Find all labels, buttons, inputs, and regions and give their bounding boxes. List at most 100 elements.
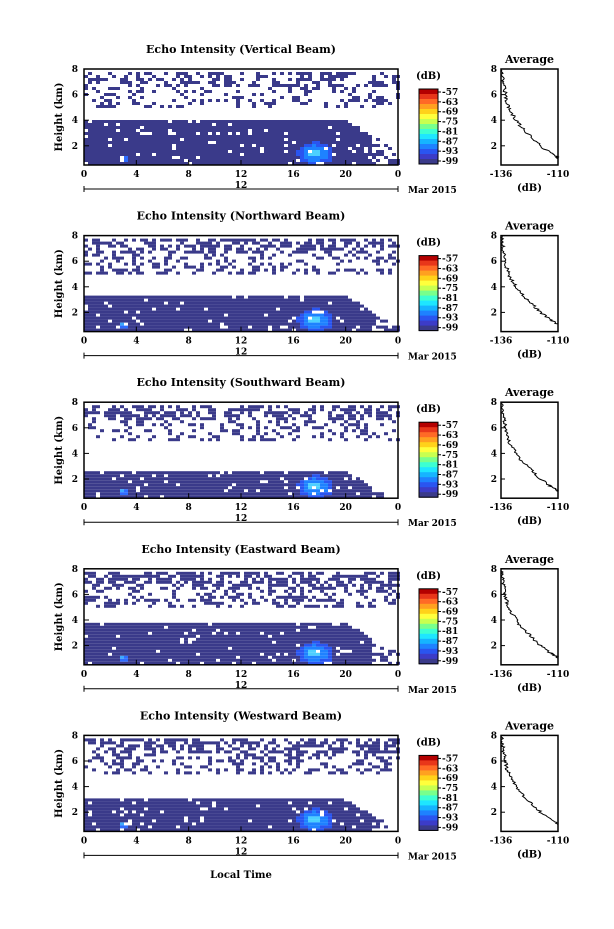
heatmap-cell	[272, 583, 276, 587]
heatmap-cell	[88, 147, 92, 150]
heatmap-cell	[260, 244, 264, 248]
profile-x-tick-label: -136	[490, 337, 513, 347]
heatmap-cell	[92, 307, 96, 311]
heatmap-cell	[144, 147, 148, 150]
heatmap-cell	[348, 574, 352, 578]
heatmap-cell	[312, 129, 316, 132]
heatmap-cell	[136, 138, 140, 141]
heatmap-cell	[196, 135, 200, 138]
heatmap-cell	[328, 483, 332, 487]
heatmap-cell	[92, 129, 96, 132]
heatmap-cell	[156, 126, 160, 129]
heatmap-cell	[188, 325, 192, 329]
heatmap-cell	[192, 492, 196, 496]
heatmap-cell	[108, 634, 112, 638]
heatmap-cell	[188, 622, 192, 626]
heatmap-cell	[92, 408, 96, 412]
heatmap-cell	[148, 298, 152, 302]
heatmap-cell	[108, 640, 112, 644]
heatmap-cell	[84, 595, 88, 599]
heatmap-cell	[136, 655, 140, 659]
heatmap-cell	[284, 417, 288, 421]
heatmap-cell	[196, 147, 200, 150]
x-tick-label: 20	[339, 170, 352, 180]
heatmap-cell	[316, 138, 320, 141]
heatmap-cell	[344, 631, 348, 635]
heatmap-cell	[168, 253, 172, 257]
heatmap-cell	[276, 480, 280, 484]
heatmap-cell	[120, 477, 124, 481]
colorbar-label: -93	[442, 147, 458, 157]
heatmap-cell	[116, 622, 120, 626]
heatmap-cell	[384, 84, 388, 87]
heatmap-cell	[268, 319, 272, 323]
heatmap-cell	[224, 153, 228, 156]
heatmap-cell	[344, 150, 348, 153]
heatmap-cell	[148, 319, 152, 323]
heatmap-cell	[148, 474, 152, 478]
heatmap-cell	[100, 78, 104, 81]
heatmap-cell	[220, 301, 224, 305]
heatmap-cell	[272, 438, 276, 442]
heatmap-cell	[352, 156, 356, 159]
heatmap-cell	[312, 574, 316, 578]
heatmap-cell	[208, 634, 212, 638]
heatmap-cell	[260, 144, 264, 147]
heatmap-cell	[212, 414, 216, 418]
heatmap-cell	[340, 126, 344, 129]
heatmap-cell	[208, 480, 212, 484]
heatmap-cell	[200, 423, 204, 427]
heatmap-cell	[168, 138, 172, 141]
heatmap-cell	[156, 162, 160, 165]
heatmap-cell	[156, 634, 160, 638]
heatmap-cell	[96, 658, 100, 662]
heatmap-cell	[120, 643, 124, 647]
heatmap-cell	[316, 150, 320, 153]
heatmap-cell	[220, 637, 224, 641]
heatmap-cell	[112, 601, 116, 605]
heatmap-cell	[184, 244, 188, 248]
heatmap-cell	[220, 72, 224, 75]
heatmap-cell	[196, 649, 200, 653]
colorbar-swatch	[419, 290, 438, 297]
heatmap-cell	[140, 96, 144, 99]
heatmap-cell	[204, 598, 208, 602]
heatmap-cell	[260, 162, 264, 165]
heatmap-cell	[352, 238, 356, 242]
heatmap-cell	[236, 150, 240, 153]
heatmap-cell	[276, 150, 280, 153]
heatmap-cell	[248, 159, 252, 162]
heatmap-cell	[320, 159, 324, 162]
heatmap-cell	[124, 307, 128, 311]
heatmap-cell	[88, 123, 92, 126]
heatmap-cell	[164, 129, 168, 132]
heatmap-cell	[312, 649, 316, 653]
heatmap-cell	[92, 253, 96, 257]
heatmap-cell	[180, 432, 184, 436]
heatmap-cell	[352, 87, 356, 90]
heatmap-cell	[316, 132, 320, 135]
heatmap-cell	[124, 423, 128, 427]
heatmap-cell	[344, 310, 348, 314]
heatmap-cell	[280, 147, 284, 150]
heatmap-cell	[160, 652, 164, 656]
heatmap-cell	[324, 652, 328, 656]
heatmap-cell	[248, 492, 252, 496]
heatmap-cell	[292, 307, 296, 311]
heatmap-cell	[140, 250, 144, 254]
heatmap-cell	[260, 138, 264, 141]
heatmap-cell	[232, 420, 236, 424]
heatmap-cell	[100, 480, 104, 484]
heatmap-cell	[268, 420, 272, 424]
heatmap-cell	[232, 658, 236, 662]
colorbar-frame	[418, 421, 439, 498]
heatmap-cell	[92, 474, 96, 478]
heatmap-cell	[88, 646, 92, 650]
heatmap-cell	[260, 153, 264, 156]
heatmap-cell	[188, 625, 192, 629]
heatmap-cell	[236, 159, 240, 162]
heatmap-cell	[124, 120, 128, 123]
heatmap-cell	[196, 72, 200, 75]
heatmap-cell	[212, 658, 216, 662]
heatmap-cell	[152, 120, 156, 123]
